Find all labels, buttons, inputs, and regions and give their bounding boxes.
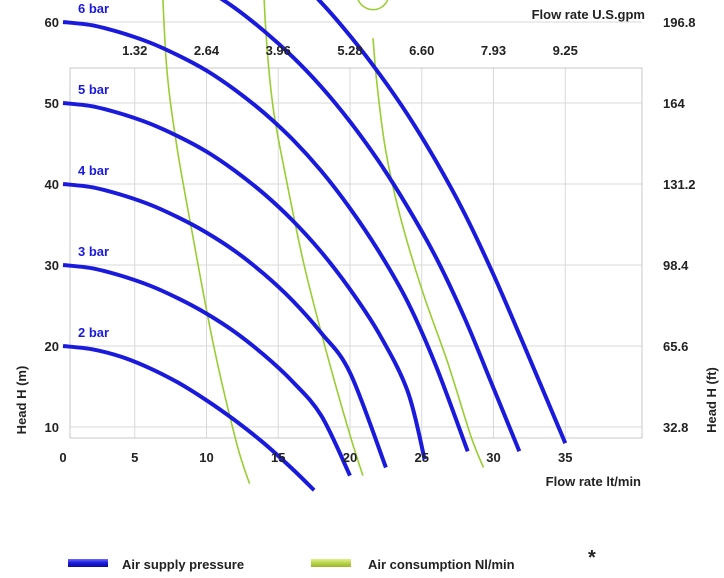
pressure-label: 4 bar [78, 163, 109, 178]
legend-label-consumption: Air consumption Nl/min [368, 557, 515, 572]
air-supply-line [62, 263, 352, 477]
y-tick-label: 20 [45, 339, 59, 354]
consumption-bubble [357, 0, 389, 11]
x-tick-labels: 0 5 10 15 20 25 30 35 [59, 450, 572, 465]
y-tick-label: 40 [45, 177, 59, 192]
x-tick-label: 30 [486, 450, 500, 465]
y2-tick-label: 196.8 [663, 15, 696, 30]
air-consumption-bubbles: 4090140 [357, 0, 389, 11]
air-supply-line [62, 344, 316, 492]
y2-tick-label: 65.6 [663, 339, 688, 354]
pressure-label: 2 bar [78, 325, 109, 340]
y-tick-label: 60 [45, 15, 59, 30]
air-consumption-line [372, 38, 485, 468]
y2-axis-title: Head H (ft) [704, 367, 719, 433]
y-axis-title: Head H (m) [14, 366, 29, 435]
y-tick-labels: 102030405060708090 [45, 15, 59, 435]
x2-axis-title: Flow rate U.S.gpm [532, 7, 645, 22]
y-tick-label: 30 [45, 258, 59, 273]
legend-label-supply: Air supply pressure [122, 557, 244, 572]
y2-tick-label: 98.4 [663, 258, 689, 273]
air-supply-line [316, 0, 568, 444]
air-supply-line [62, 182, 388, 469]
x2-tick-label: 5.28 [337, 43, 362, 58]
air-consumption-line [162, 0, 251, 484]
plot-frame [69, 67, 643, 439]
x2-tick-label: 7.93 [481, 43, 506, 58]
x2-tick-label: 9.25 [553, 43, 578, 58]
x-tick-label: 5 [131, 450, 138, 465]
y2-tick-label: 131.2 [663, 177, 696, 192]
legend-asterisk: * [588, 547, 596, 569]
x2-tick-labels: 1.32 2.64 3.96 5.28 6.60 7.93 9.25 [122, 43, 578, 58]
pressure-label: 6 bar [78, 1, 109, 16]
pressure-label: 5 bar [78, 82, 109, 97]
air-supply-line [62, 20, 470, 452]
x-tick-label: 15 [271, 450, 285, 465]
x-axis-title: Flow rate lt/min [546, 474, 641, 489]
legend-swatch-consumption [311, 559, 351, 567]
y-tick-label: 50 [45, 96, 59, 111]
x-tick-label: 35 [558, 450, 572, 465]
y2-tick-label: 164 [663, 96, 685, 111]
x2-tick-label: 2.64 [194, 43, 220, 58]
air-supply-line [62, 101, 427, 460]
legend: Air supply pressure Air consumption Nl/m… [68, 547, 596, 572]
x-tick-label: 0 [59, 450, 66, 465]
y2-tick-label: 32.8 [663, 420, 688, 435]
x-tick-label: 10 [199, 450, 213, 465]
x2-tick-label: 3.96 [266, 43, 291, 58]
x2-tick-label: 6.60 [409, 43, 434, 58]
y-tick-label: 10 [45, 420, 59, 435]
air-supply-line [219, 0, 522, 453]
pressure-label: 3 bar [78, 244, 109, 259]
x-tick-label: 25 [415, 450, 429, 465]
x2-tick-label: 1.32 [122, 43, 147, 58]
air-supply-curves [62, 0, 568, 492]
consumption-bubble-label: 140 [362, 0, 384, 2]
grid [70, 21, 642, 438]
air-consumption-line [263, 0, 364, 476]
x-tick-label: 20 [343, 450, 357, 465]
legend-swatch-supply [68, 559, 108, 567]
